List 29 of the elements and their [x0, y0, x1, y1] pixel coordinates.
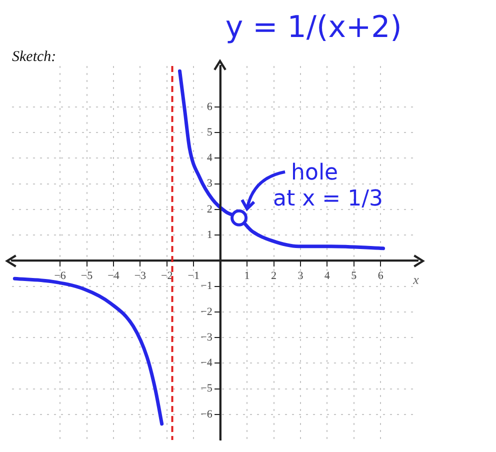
y-tick-label: 5: [206, 126, 213, 138]
x-tick-label: −2: [161, 270, 173, 282]
x-tick-label: −6: [54, 270, 66, 282]
y-tick-label: −4: [200, 357, 213, 370]
y-tick-label: −5: [200, 382, 213, 395]
text: y = 1/(x+2): [225, 10, 402, 45]
line-series: [178, 69, 386, 250]
y-tick-label: −1: [200, 280, 212, 292]
x-tick-label: 4: [324, 270, 330, 282]
y-tick-label: 4: [206, 152, 213, 164]
x-tick-label: 3: [298, 270, 304, 282]
y-tick-label: 6: [206, 100, 213, 113]
chart-title: Sketch:: [12, 48, 56, 65]
y-tick-label: −2: [200, 306, 212, 318]
y-tick-label: 3: [206, 178, 213, 190]
x-tick-label: −5: [80, 270, 94, 282]
y-tick-label: 2: [206, 203, 212, 216]
y-tick-label: −3: [200, 331, 213, 344]
x-tick-label: −3: [134, 270, 147, 282]
annotation: hole at x = 1/3: [273, 160, 383, 212]
x-axis-title: x: [412, 272, 420, 288]
y-tick-label: 1: [206, 228, 212, 241]
x-tick-label: 5: [351, 270, 358, 282]
x-tick-label: 2: [271, 270, 277, 282]
x-tick-label: 1: [244, 270, 250, 282]
y-tick-label: −6: [200, 408, 213, 420]
x-tick-label: 6: [378, 270, 384, 282]
x-tick-label: −4: [108, 270, 120, 282]
x-tick-label: −1: [188, 270, 200, 282]
